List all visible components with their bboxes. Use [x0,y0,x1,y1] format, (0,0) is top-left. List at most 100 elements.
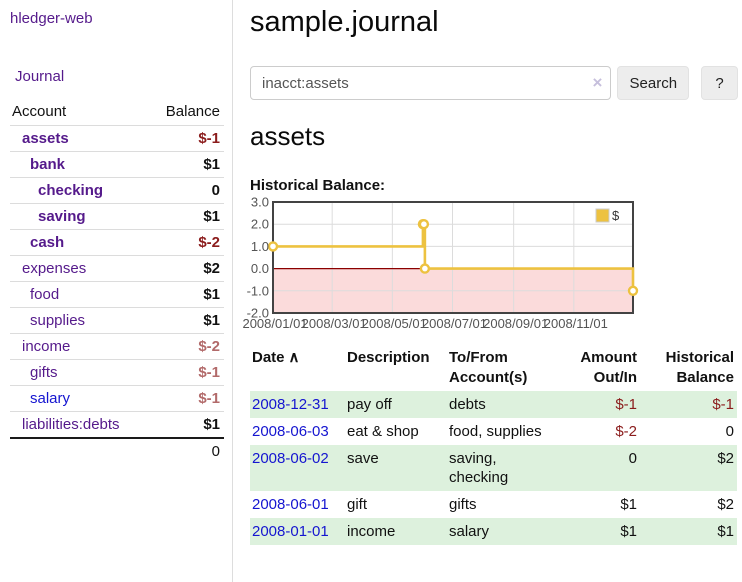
legend-label: $ [612,208,620,223]
svg-text:3.0: 3.0 [251,195,269,210]
account-link[interactable]: liabilities:debts [22,416,120,433]
account-balance: $1 [149,411,224,438]
register-col-amount: Amount Out/In [580,349,637,386]
transaction-amount: $1 [620,496,637,513]
transaction-row: 2008-06-02 save saving, checking 0 $2 [250,445,737,491]
account-balance: $-2 [149,229,224,256]
account-balance: $1 [149,307,224,334]
svg-text:1.0: 1.0 [251,239,269,254]
account-balance: $1 [149,203,224,230]
accounts-table: Account Balance assets $-1 bank $1 check… [10,100,224,464]
account-link[interactable]: bank [30,156,66,173]
account-link[interactable]: supplies [30,312,86,329]
transaction-balance: $2 [717,496,734,513]
svg-text:2008/01/01: 2008/01/01 [242,316,307,331]
transaction-balance: $1 [717,523,734,540]
account-balance: $2 [149,255,224,282]
chart-title: Historical Balance: [250,177,386,194]
account-link[interactable]: assets [22,130,69,147]
svg-text:-1.0: -1.0 [247,283,269,298]
account-balance: $1 [149,281,224,308]
account-balance: $-1 [149,125,224,152]
transaction-description: pay off [347,396,392,413]
transaction-balance: $2 [717,450,734,467]
account-row: checking 0 [10,177,224,204]
account-row: salary $-1 [10,385,224,412]
account-heading: assets [250,121,326,151]
register-col-balance: Historical Balance [665,349,734,386]
transaction-date-link[interactable]: 2008-06-01 [252,496,329,513]
transaction-row: 2008-01-01 income salary $1 $1 [250,518,737,545]
app-brand-link[interactable]: hledger-web [10,10,93,27]
transaction-accounts: food, supplies [449,423,542,440]
search-input[interactable] [250,66,612,100]
account-link[interactable]: checking [38,182,104,199]
transaction-date-link[interactable]: 2008-06-03 [252,423,329,440]
svg-text:2008/03/01: 2008/03/01 [302,316,367,331]
search-button[interactable]: Search [617,66,690,100]
account-link[interactable]: food [30,286,60,303]
account-row: bank $1 [10,151,224,178]
account-balance: $1 [149,151,224,178]
register-table: Date ∧ Description To/From Account(s) Amo… [250,346,737,545]
accounts-total-row: 0 [10,437,224,464]
transaction-accounts: salary [449,523,490,540]
sidebar-item-journal[interactable]: Journal [15,68,65,85]
account-link[interactable]: saving [38,208,86,225]
transaction-amount: $-2 [615,423,637,440]
account-row: gifts $-1 [10,359,224,386]
sidebar: hledger-web Journal Account Balance asse… [0,0,233,582]
svg-text:2008/05/01: 2008/05/01 [362,316,427,331]
account-row: cash $-2 [10,229,224,256]
account-link[interactable]: expenses [22,260,87,277]
accounts-col-header: Account [12,103,67,120]
account-row: saving $1 [10,203,224,230]
account-link[interactable]: gifts [30,364,58,381]
clear-search-icon[interactable]: × [592,73,603,92]
svg-text:-2.0: -2.0 [247,306,269,321]
transaction-row: 2008-06-01 gift gifts $1 $2 [250,491,737,518]
transaction-amount: $-1 [615,396,637,413]
main-content: sample.journal × Search ? assets Histori… [242,0,738,545]
account-balance: $-1 [149,359,224,386]
account-link[interactable]: salary [30,390,71,407]
svg-text:2008/07/01: 2008/07/01 [422,316,487,331]
account-balance: 0 [149,177,224,204]
page-title: sample.journal [250,6,439,38]
transaction-date-link[interactable]: 2008-06-02 [252,450,329,467]
transaction-accounts: gifts [449,496,477,513]
transaction-row: 2008-06-03 eat & shop food, supplies $-2… [250,418,737,445]
register-col-date[interactable]: Date ∧ [252,349,300,366]
account-row: expenses $2 [10,255,224,282]
register-col-accounts: To/From Account(s) [449,349,528,386]
svg-text:2008/11/01: 2008/11/01 [544,316,608,331]
account-row: income $-2 [10,333,224,360]
transaction-date-link[interactable]: 2008-12-31 [252,396,329,413]
account-row: food $1 [10,281,224,308]
transaction-date-link[interactable]: 2008-01-01 [252,523,329,540]
account-row: supplies $1 [10,307,224,334]
transaction-balance: 0 [725,423,734,440]
transaction-amount: $1 [620,523,637,540]
historical-balance-chart: 3.0 2.0 1.0 0.0 -1.0 -2.0 2008/01/01 2008/03/01… [242,195,738,334]
transaction-balance: $-1 [712,396,734,413]
sort-asc-icon: ∧ [288,349,300,366]
transaction-row: 2008-12-31 pay off debts $-1 $-1 [250,391,737,418]
account-link[interactable]: cash [30,234,65,251]
search-form: × Search ? [250,66,738,100]
balance-col-header: Balance [165,103,220,120]
account-link[interactable]: income [22,338,71,355]
accounts-total: 0 [149,437,224,464]
transaction-description: save [347,450,379,467]
account-row: assets $-1 [10,125,224,152]
transaction-description: gift [347,496,368,513]
legend-swatch [595,208,610,223]
account-balance: $-2 [149,333,224,360]
chart-canvas: 3.0 2.0 1.0 0.0 -1.0 -2.02008/01/012008/03/01… [242,195,639,331]
help-button[interactable]: ? [701,66,738,100]
transaction-accounts: saving, checking [449,450,509,486]
transaction-description: income [347,523,396,540]
transaction-amount: 0 [628,450,637,467]
register-col-description: Description [347,349,430,366]
transaction-accounts: debts [449,396,486,413]
